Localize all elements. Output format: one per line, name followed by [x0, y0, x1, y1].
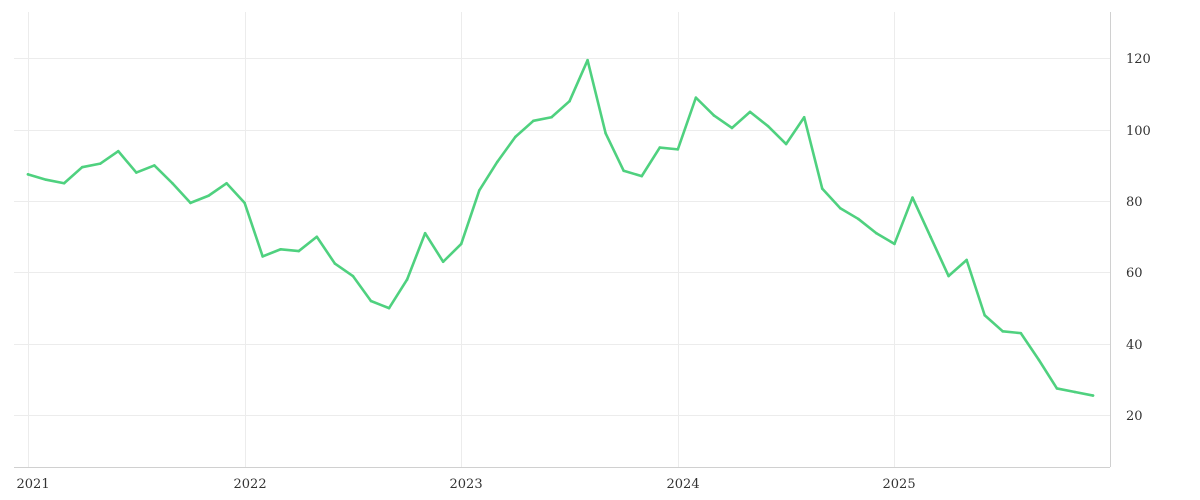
y-tick-label: 120	[1126, 52, 1151, 67]
data-point	[153, 164, 156, 167]
data-point	[80, 165, 84, 169]
data-point	[1073, 390, 1077, 394]
data-point	[225, 181, 228, 185]
data-point	[911, 196, 914, 199]
data-point	[965, 258, 968, 262]
data-point	[261, 255, 264, 258]
y-tick-label: 80	[1126, 195, 1143, 210]
data-point	[387, 306, 391, 310]
data-point	[604, 132, 607, 135]
data-point	[496, 160, 499, 164]
data-point	[712, 114, 716, 117]
data-point	[838, 206, 842, 210]
data-point	[1019, 331, 1023, 335]
data-point	[514, 135, 517, 139]
data-point	[459, 242, 463, 246]
data-point	[62, 181, 66, 185]
data-point	[748, 110, 752, 114]
data-point	[135, 171, 138, 174]
data-point	[44, 178, 48, 181]
data-point	[568, 99, 571, 103]
data-point	[441, 260, 445, 264]
data-point	[369, 299, 373, 303]
x-tick-label: 2025	[883, 477, 916, 492]
data-point	[983, 313, 986, 317]
y-tick-label: 40	[1126, 338, 1143, 353]
data-point	[243, 201, 246, 205]
data-point	[550, 115, 553, 119]
data-point	[820, 187, 824, 190]
data-point	[676, 148, 680, 151]
data-point	[784, 142, 788, 146]
grid	[14, 12, 1110, 467]
tick-labels: 20 40 60 80 100 120 2021 2022 2023 2024 2025	[17, 52, 1151, 492]
data-point	[351, 274, 355, 278]
data-point	[116, 149, 120, 153]
data-point	[532, 119, 535, 123]
data-point	[766, 124, 770, 128]
y-tick-label: 20	[1126, 409, 1143, 424]
data-point	[26, 173, 30, 176]
data-point	[405, 278, 409, 281]
x-tick-label: 2024	[667, 477, 700, 492]
data-point	[315, 235, 319, 239]
data-point	[875, 231, 878, 235]
data-point	[477, 189, 481, 192]
x-tick-label: 2021	[17, 477, 50, 492]
series-layer	[26, 58, 1095, 397]
data-point	[98, 162, 102, 165]
data-point	[1091, 394, 1095, 397]
x-tick-label: 2023	[450, 477, 483, 492]
data-point	[171, 181, 174, 185]
data-point	[694, 96, 698, 99]
data-point	[586, 58, 589, 62]
data-point	[189, 201, 192, 205]
data-point	[640, 174, 644, 178]
data-point	[1055, 387, 1059, 390]
y-tick-label: 60	[1126, 266, 1143, 281]
data-point	[1037, 358, 1041, 362]
data-point	[333, 262, 337, 265]
data-point	[947, 274, 950, 278]
x-tick-label: 2022	[234, 477, 267, 492]
data-point	[802, 115, 806, 119]
data-point	[929, 235, 932, 239]
axes	[14, 12, 1111, 468]
data-point	[730, 126, 734, 130]
series-line	[26, 58, 1095, 397]
data-point	[279, 247, 283, 251]
data-point	[423, 231, 427, 235]
data-point	[207, 194, 210, 198]
data-point	[658, 146, 662, 149]
data-point	[1001, 330, 1005, 333]
data-point	[857, 217, 860, 221]
data-point	[622, 169, 625, 173]
y-tick-label: 100	[1126, 124, 1151, 139]
data-point	[893, 242, 896, 246]
data-point	[297, 249, 301, 253]
